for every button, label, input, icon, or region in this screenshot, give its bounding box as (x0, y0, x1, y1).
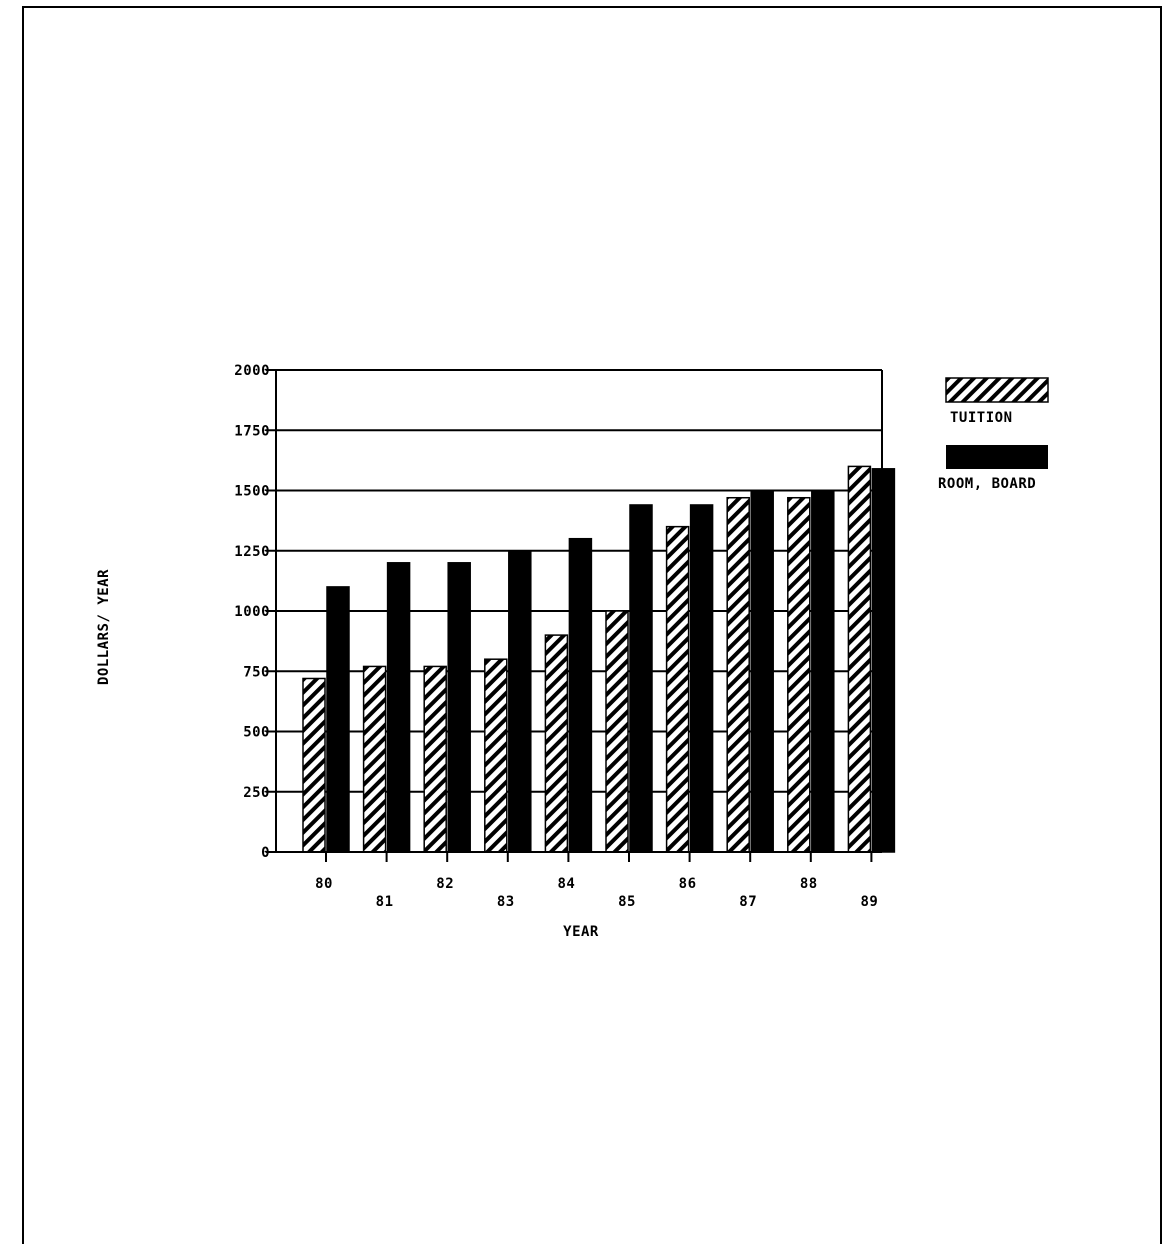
x-tick-labels: 80 81 82 83 84 85 86 87 88 89 (315, 876, 878, 910)
x-tick-label: 89 (860, 894, 878, 910)
bar-tuition (423, 665, 447, 853)
x-tick-label: 88 (800, 876, 818, 892)
x-axis-label: YEAR (563, 924, 599, 940)
y-tick-label: 1250 (234, 544, 270, 560)
bar-tuition (847, 465, 872, 853)
x-tick-label: 82 (436, 876, 454, 892)
y-tick-label: 250 (243, 785, 270, 801)
x-tick-label: 86 (679, 876, 697, 892)
bar-room-board (326, 586, 350, 853)
bar-room-board (871, 468, 896, 853)
x-tick-label: 84 (557, 876, 575, 892)
y-tick-label: 2000 (234, 363, 270, 379)
bar-tuition (787, 496, 811, 853)
x-tick-label: 80 (315, 876, 333, 892)
y-tick-label: 1500 (234, 484, 270, 500)
axes (266, 369, 883, 862)
x-tick-label: 83 (497, 894, 515, 910)
y-tick-label: 500 (243, 725, 270, 741)
legend-swatch-tuition (945, 377, 1049, 403)
bar-tuition (605, 610, 629, 853)
bar-tuition (544, 634, 569, 853)
y-tick-labels: 0 250 500 750 1000 1250 1500 1750 2000 (234, 363, 270, 861)
bar-room-board (508, 550, 532, 853)
x-tick-label: 85 (618, 894, 636, 910)
bar-tuition (726, 496, 750, 853)
bar-room-board (689, 504, 714, 853)
y-tick-label: 750 (243, 664, 270, 680)
bars (302, 465, 896, 853)
legend: TUITION ROOM, BOARD (938, 377, 1049, 492)
bar-tuition (362, 665, 387, 853)
x-tick-label: 81 (376, 894, 394, 910)
legend-swatch-room-board (946, 445, 1048, 469)
legend-label-tuition: TUITION (950, 410, 1013, 426)
bar-room-board (629, 504, 653, 853)
bar-tuition (484, 658, 508, 853)
bar-tuition (302, 677, 326, 853)
x-tick-label: 87 (739, 894, 757, 910)
legend-label-room-board: ROOM, BOARD (938, 476, 1036, 492)
y-tick-label: 1750 (234, 423, 270, 439)
y-axis-label: DOLLARS/ YEAR (96, 569, 112, 685)
bar-room-board (750, 489, 774, 853)
bar-room-board (386, 562, 411, 853)
bar-room-board (447, 562, 471, 853)
bar-room-board (811, 489, 835, 853)
y-tick-label: 0 (261, 845, 270, 861)
page-border (22, 6, 1162, 1244)
y-tick-label: 1000 (234, 604, 270, 620)
bar-tuition (665, 525, 690, 853)
bar-room-board (568, 537, 593, 853)
